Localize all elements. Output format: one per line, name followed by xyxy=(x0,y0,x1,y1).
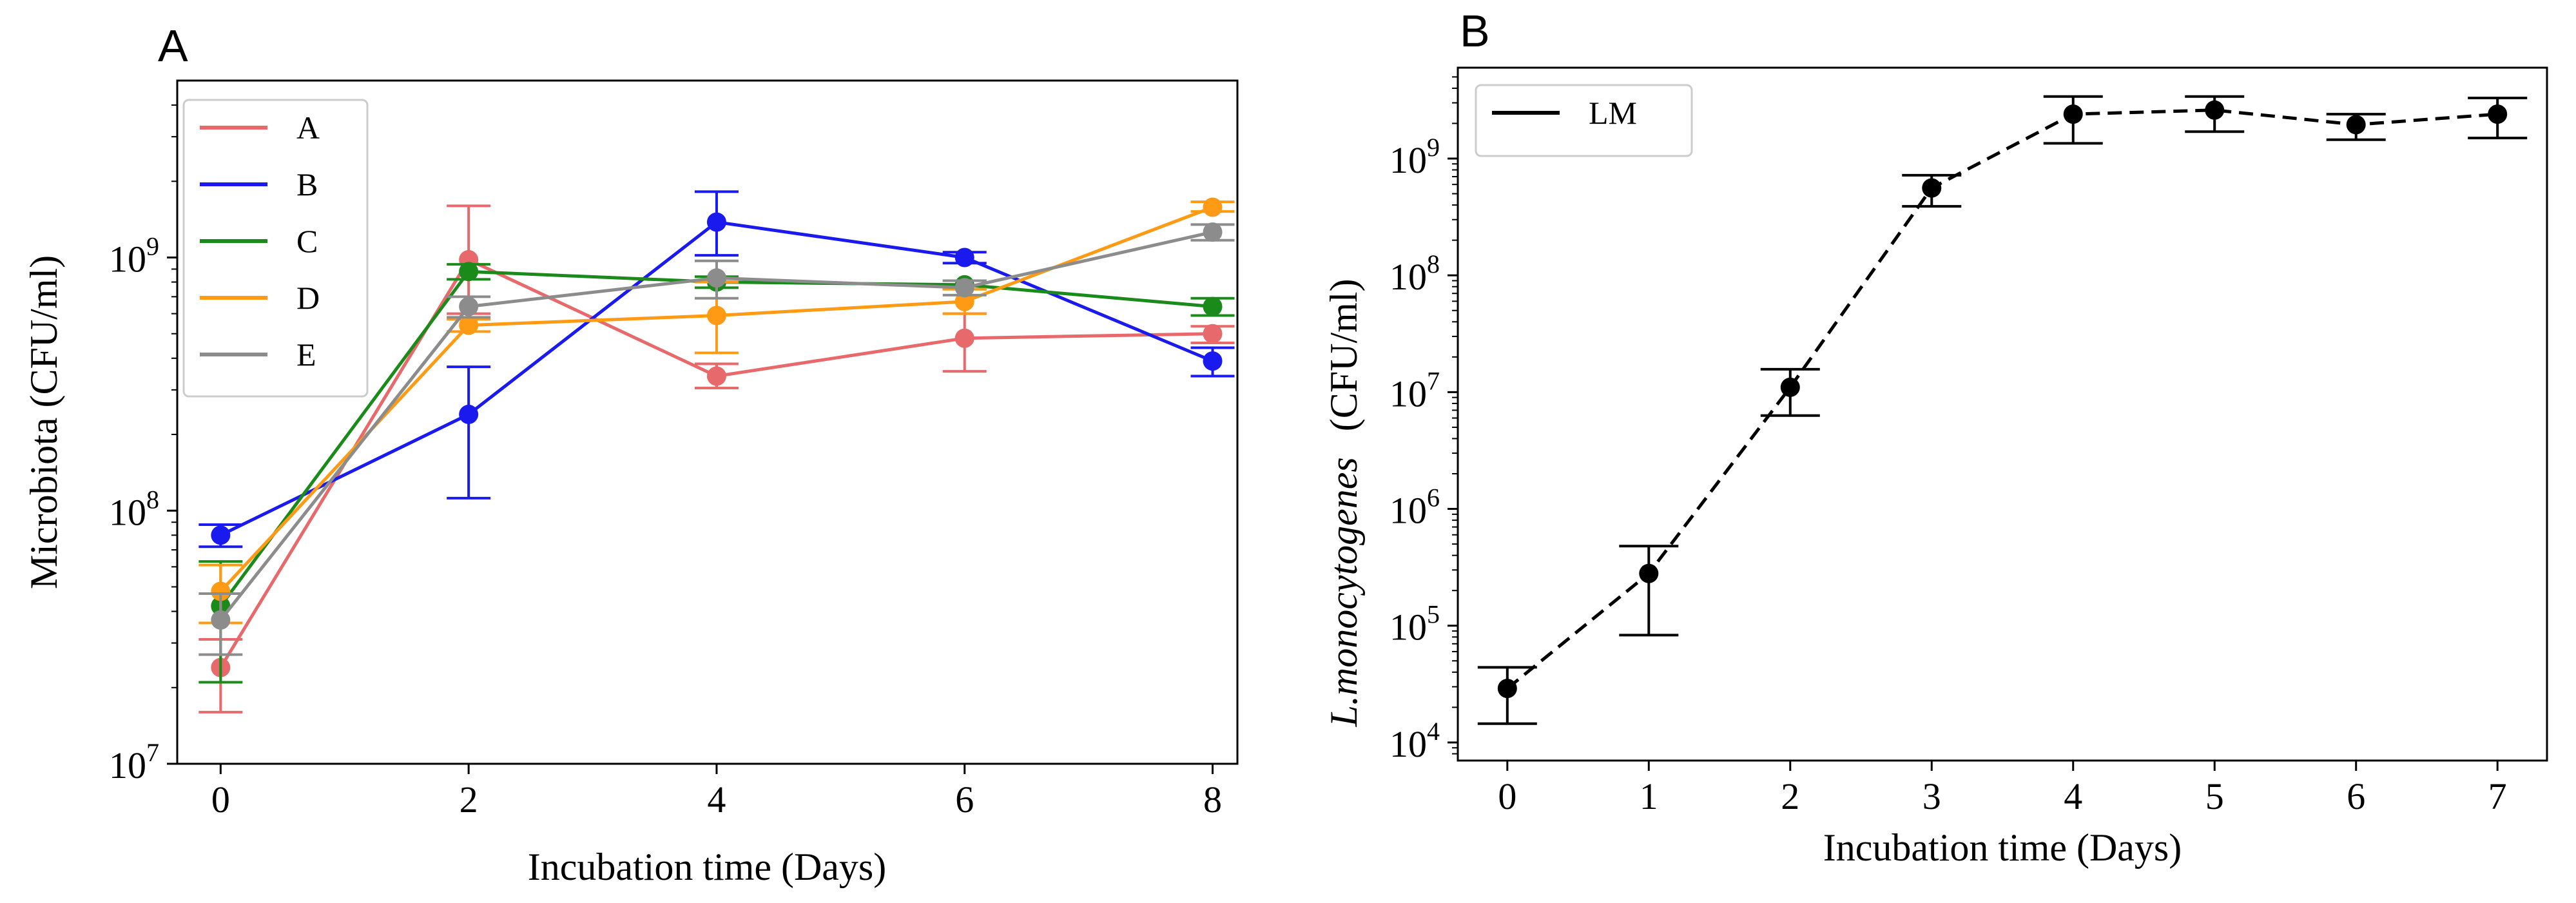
panel-a-y-tick-label: 109 xyxy=(109,232,159,280)
panel-b-data-point xyxy=(2488,104,2508,124)
panel-a-y-tick-label-exponent: 7 xyxy=(146,738,159,767)
panel-a-data-point xyxy=(954,278,974,298)
panel-b-data-point xyxy=(2063,104,2083,124)
panel-b-y-tick-label: 109 xyxy=(1390,133,1440,181)
panel-b-y-tick-label-exponent: 7 xyxy=(1427,366,1440,395)
panel-b-y-tick-label: 104 xyxy=(1390,717,1440,765)
panel-a-x-tick-label: 2 xyxy=(460,779,478,820)
panel-b-y-tick-label-exponent: 9 xyxy=(1427,133,1440,162)
panel-b-x-tick-label: 6 xyxy=(2347,775,2365,817)
panel-a-data-point xyxy=(459,296,479,316)
panel-a-data-point xyxy=(211,610,231,630)
panel-a-data-point xyxy=(1203,296,1223,316)
panel-b-data-point xyxy=(1497,679,1517,699)
panel-b-data-point xyxy=(2205,100,2225,120)
panel-b-data-point xyxy=(1922,178,1942,198)
panel-a-plot-frame xyxy=(176,79,1239,765)
panel-a-data-point xyxy=(706,306,726,325)
panel-a-y-tick-label-exponent: 8 xyxy=(146,485,159,514)
panel-b-x-tick-label: 4 xyxy=(2064,775,2082,817)
panel-b-x-tick-label: 7 xyxy=(2488,775,2507,817)
panel-b-y-tick-label-base: 10 xyxy=(1390,139,1427,181)
panel-a-y-tick-label-base: 10 xyxy=(109,744,146,786)
panel-a-data-point xyxy=(459,404,479,424)
panel-b-x-tick-label: 1 xyxy=(1640,775,1658,817)
panel-a-legend-label-b: B xyxy=(296,166,318,202)
panel-a-data-point xyxy=(211,525,231,545)
panel-b-y-tick-label-base: 10 xyxy=(1390,256,1427,298)
panel-b-y-tick-label-base: 10 xyxy=(1390,490,1427,532)
panel-a-x-tick-label: 0 xyxy=(211,779,230,820)
panel-a-x-axis-label: Incubation time (Days) xyxy=(528,846,887,888)
panel-b-data-point xyxy=(2346,115,2366,135)
panel-b-data-point xyxy=(1780,377,1800,397)
panel-b-y-axis-label-species: L.monocytogenes xyxy=(1322,457,1365,727)
panel-b-y-tick-label-exponent: 4 xyxy=(1427,717,1440,746)
panel-a-y-tick-label: 108 xyxy=(109,485,159,533)
panel-b-y-axis-label: L.monocytogenes (CFU/ml) xyxy=(1322,279,1365,728)
panel-b-y-tick-label-exponent: 6 xyxy=(1427,483,1440,512)
panel-b-y-tick-label-exponent: 8 xyxy=(1427,249,1440,278)
panel-a-data-point xyxy=(211,581,231,601)
panel-a-data-point xyxy=(706,366,726,386)
panel-b-y-tick-label: 107 xyxy=(1390,366,1440,414)
panel-b-y-tick-label-base: 10 xyxy=(1390,723,1427,765)
panel-b-y-axis-label-units: (CFU/ml) xyxy=(1322,279,1365,432)
panel-b-plot-frame xyxy=(1457,66,2548,762)
panel-a-y-axis-label: Microbiota (CFU/ml) xyxy=(23,255,65,589)
panel-a-x-tick-label: 6 xyxy=(955,779,974,820)
panel-a-legend-label-d: D xyxy=(296,280,320,316)
panel-b-x-axis-label: Incubation time (Days) xyxy=(1823,826,2182,869)
panel-a-data-point xyxy=(706,268,726,288)
panel-b-y-tick-label-base: 10 xyxy=(1390,373,1427,414)
panel-a-x-tick-label: 8 xyxy=(1203,779,1222,820)
panel-a-data-point xyxy=(1203,197,1223,217)
panel-a-y-tick-label-base: 10 xyxy=(109,491,146,533)
panel-b-series-line-lm xyxy=(1506,108,2498,690)
panel-b-data-point xyxy=(1639,563,1659,583)
panel-a-data-point xyxy=(1203,222,1223,242)
panel-b-legend-box xyxy=(1475,84,1693,157)
panel-a-y-tick-label-exponent: 9 xyxy=(146,232,159,261)
panel-a-data-point xyxy=(706,212,726,232)
panel-a-legend-label-e: E xyxy=(296,336,316,373)
panel-a-data-point xyxy=(954,291,974,311)
panel-b-y-tick-label-exponent: 5 xyxy=(1427,600,1440,629)
panel-a-letter: A xyxy=(158,21,188,71)
panel-a-legend-box xyxy=(182,99,369,398)
panel-b-y-tick-label: 106 xyxy=(1390,483,1440,532)
panel-a-data-point xyxy=(459,262,479,282)
panel-a-legend-label-c: C xyxy=(296,223,318,259)
panel-b-y-tick-label-base: 10 xyxy=(1390,607,1427,648)
panel-a-legend-label-a: A xyxy=(296,110,320,146)
panel-b-y-tick-label: 105 xyxy=(1390,600,1440,648)
panel-b-x-tick-label: 2 xyxy=(1781,775,1799,817)
panel-a-data-point xyxy=(1203,351,1223,371)
panel-b-letter: B xyxy=(1460,6,1490,56)
panel-a-data-point xyxy=(954,328,974,348)
panel-b-x-tick-label: 5 xyxy=(2205,775,2224,817)
panel-b-x-tick-label: 0 xyxy=(1498,775,1516,817)
panel-a-data-point xyxy=(459,315,479,335)
panel-a-y-tick-label-base: 10 xyxy=(109,238,146,280)
panel-a-data-point xyxy=(1203,324,1223,344)
panel-b-y-tick-label: 108 xyxy=(1390,249,1440,298)
panel-b-x-tick-label: 3 xyxy=(1922,775,1941,817)
panel-b-legend-label-lm: LM xyxy=(1589,95,1637,131)
panel-a-data-point xyxy=(954,248,974,267)
panel-a-y-tick-label: 107 xyxy=(109,738,159,786)
panel-a-x-tick-label: 4 xyxy=(707,779,726,820)
